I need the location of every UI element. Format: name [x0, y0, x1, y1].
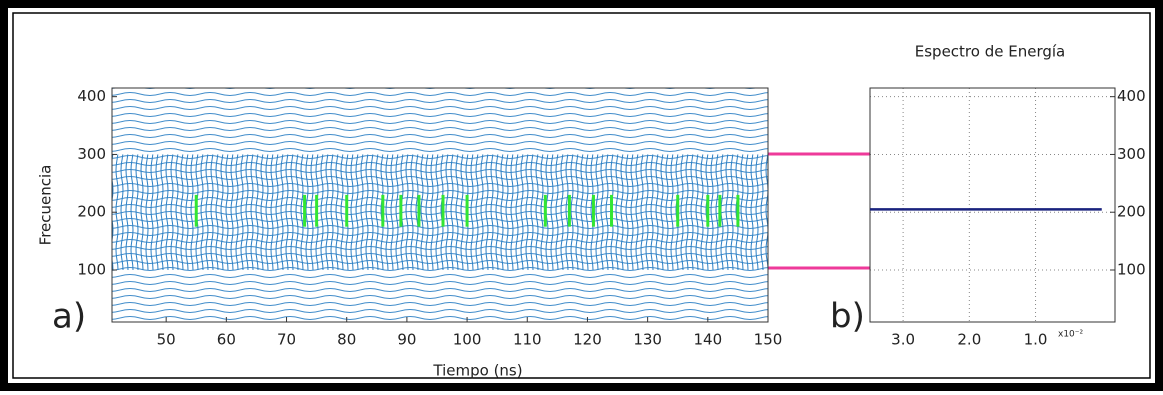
x-tick-label: 130 — [633, 331, 662, 349]
plot-frame — [869, 87, 1116, 323]
x-tick-label: 1.0 — [1024, 331, 1048, 349]
contour-field — [112, 154, 768, 270]
y-tick-label: 400 — [77, 87, 106, 105]
x-tick-label: 70 — [277, 331, 296, 349]
x-tick-label: 150 — [754, 331, 783, 349]
panel-label: b) — [830, 297, 865, 337]
x-tick-label: 110 — [513, 331, 542, 349]
y-tick-label: 300 — [77, 145, 106, 163]
y-tick-label: 100 — [77, 261, 106, 279]
y-tick-label: 400 — [1117, 87, 1146, 105]
x-tick-label: 50 — [157, 331, 176, 349]
x-axis-label: Tiempo (ns) — [432, 362, 522, 380]
y-tick-label: 200 — [1117, 203, 1146, 221]
x-tick-label: 100 — [453, 331, 482, 349]
x-multiplier: x10⁻² — [1058, 330, 1084, 340]
x-tick-label: 3.0 — [891, 331, 915, 349]
x-tick-label: 2.0 — [957, 331, 981, 349]
x-tick-label: 60 — [217, 331, 236, 349]
y-tick-label: 100 — [1117, 261, 1146, 279]
panel-label: a) — [52, 297, 86, 337]
y-tick-label: 200 — [77, 203, 106, 221]
x-tick-label: 120 — [573, 331, 602, 349]
x-tick-label: 90 — [397, 331, 416, 349]
y-axis-label: Frecuencia — [37, 165, 55, 246]
inner-frame — [12, 12, 1151, 379]
y-tick-label: 300 — [1117, 145, 1146, 163]
plot-frame — [111, 87, 769, 323]
x-tick-label: 140 — [693, 331, 722, 349]
chart-title: Espectro de Energía — [915, 43, 1065, 61]
x-tick-label: 80 — [337, 331, 356, 349]
